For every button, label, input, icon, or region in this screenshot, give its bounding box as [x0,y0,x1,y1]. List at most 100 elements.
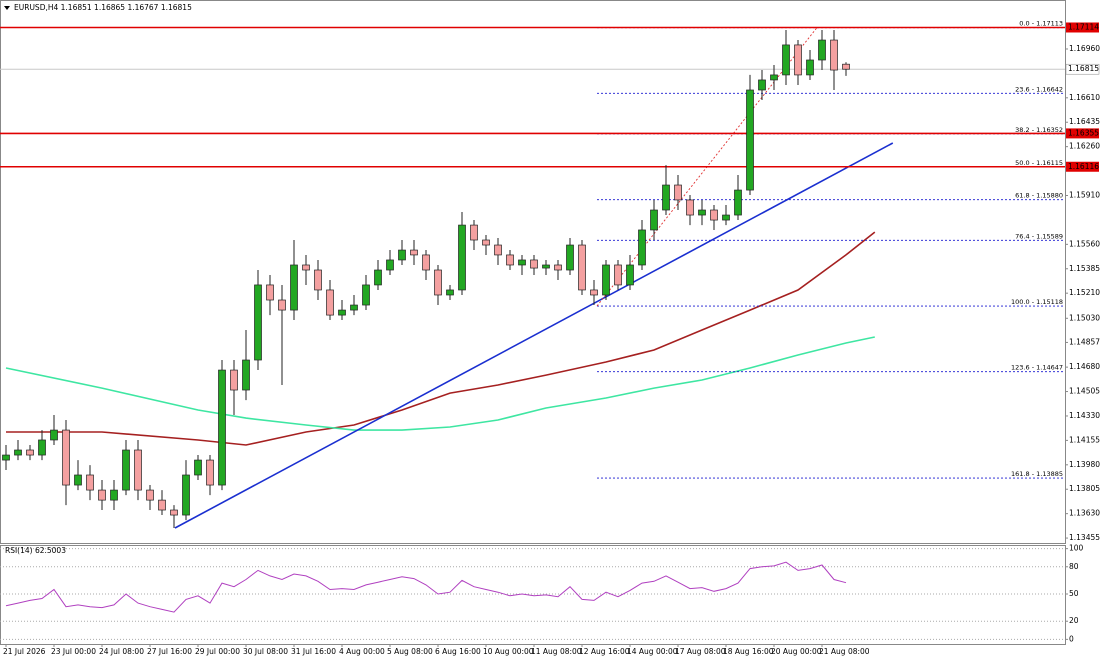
level-label: 1.17114 [1068,22,1099,31]
rsi-title: RSI(14) 62.5003 [5,546,66,555]
fib-label: 100.0 - 1.15118 [1011,298,1063,306]
candle-body [38,439,46,456]
candle-body [566,244,574,271]
rsi-frame [0,545,1066,645]
y-tick-label: 20 [1069,616,1079,625]
y-tick-label: 1.14680 [1069,362,1100,371]
candle-body [326,289,334,316]
y-tick-label: 1.15030 [1069,313,1100,322]
x-tick-label: 17 Aug 08:00 [675,647,726,656]
candle-body [374,269,382,286]
candle-body [614,264,622,286]
x-tick-label: 5 Aug 08:00 [387,647,433,656]
x-tick-label: 27 Jul 16:00 [147,647,192,656]
fib-label: 161.8 - 1.13885 [1011,470,1063,478]
candle-body [698,209,706,216]
candle-body [206,459,214,486]
fib-label: 76.4 - 1.15589 [1015,232,1063,240]
candle-body [26,449,34,456]
x-tick-label: 21 Jul 2026 [3,647,46,656]
candle-body [86,474,94,491]
current-price-label: 1.16815 [1068,64,1099,73]
candle-body [686,199,694,216]
candle-body [134,449,142,491]
trendline [174,142,894,529]
candle-body [830,39,838,71]
candle-body [146,489,154,501]
candle-body [662,184,670,211]
candle-body [74,474,82,486]
candle-body [422,254,430,271]
candle-body [218,369,226,486]
candle-body [722,214,730,221]
moving-average [5,336,875,431]
y-tick-label: 1.15210 [1069,288,1100,297]
candle-body [758,79,766,91]
fib-label: 61.8 - 1.15880 [1015,192,1063,200]
x-tick-label: 31 Jul 16:00 [291,647,336,656]
candle-body [626,264,634,286]
x-tick-label: 18 Aug 16:00 [723,647,774,656]
rsi-line [5,561,847,613]
candle-body [782,44,790,76]
x-tick-label: 30 Jul 08:00 [243,647,288,656]
level-label-box [1066,161,1099,172]
candle-body [482,239,490,246]
candle-body [410,249,418,256]
x-tick-label: 14 Aug 00:00 [627,647,678,656]
moving-average [6,231,876,446]
y-tick-label: 80 [1069,562,1079,571]
candle-body [842,63,850,70]
y-tick-label: 0 [1069,634,1074,643]
menu-icon[interactable] [4,6,10,10]
x-tick-label: 29 Jul 00:00 [195,647,240,656]
x-tick-label: 20 Aug 00:00 [771,647,822,656]
fib-label: 23.6 - 1.16642 [1015,85,1063,93]
axes: 1.16960 1.16610 1.16435 1.16260 1.15910 1.155… [3,22,1100,656]
y-tick-label: 50 [1069,589,1079,598]
fib-label: 123.6 - 1.14647 [1011,364,1063,372]
candle-body [710,209,718,221]
candle-body [518,259,526,266]
x-tick-label: 23 Jul 00:00 [51,647,96,656]
x-tick-label: 24 Jul 08:00 [99,647,144,656]
chart-title: EURUSD,H4 1.16851 1.16865 1.16767 1.1681… [14,3,192,12]
candle-body [122,449,130,491]
candle-body [98,489,106,501]
y-tick-label: 1.14155 [1069,435,1100,444]
candle-body [818,39,826,61]
candle-body [590,289,598,296]
candle-body [542,264,550,269]
rsi-plot [0,548,1065,640]
x-tick-label: 10 Aug 00:00 [483,647,534,656]
candle-body [2,454,10,461]
candle-body [530,259,538,269]
candle-body [170,509,178,516]
candle-body [554,264,562,271]
y-tick-label: 1.15385 [1069,264,1100,273]
candle-body [806,59,814,76]
candle-body [194,459,202,476]
candle-body [386,259,394,271]
main-plot: 0.0 - 1.17113 23.6 - 1.16642 38.2 - 1.1635… [0,20,1065,529]
y-tick-label: 1.13630 [1069,509,1100,518]
candle-body [398,249,406,261]
level-label-box [1066,128,1099,139]
candle-body [290,264,298,311]
y-tick-label: 1.13455 [1069,533,1100,542]
fib-label: 38.2 - 1.16352 [1015,126,1063,134]
candle-body [338,309,346,316]
main-frame [0,0,1066,544]
candle-body [770,74,778,81]
y-tick-label: 1.15560 [1069,239,1100,248]
y-tick-label: 1.16260 [1069,142,1100,151]
candle-body [254,284,262,361]
candle-body [266,284,274,301]
candle-body [674,184,682,201]
candle-body [62,429,70,486]
x-tick-label: 4 Aug 00:00 [339,647,385,656]
y-tick-label: 1.14505 [1069,387,1100,396]
candle-body [110,489,118,501]
candle-body [470,224,478,241]
